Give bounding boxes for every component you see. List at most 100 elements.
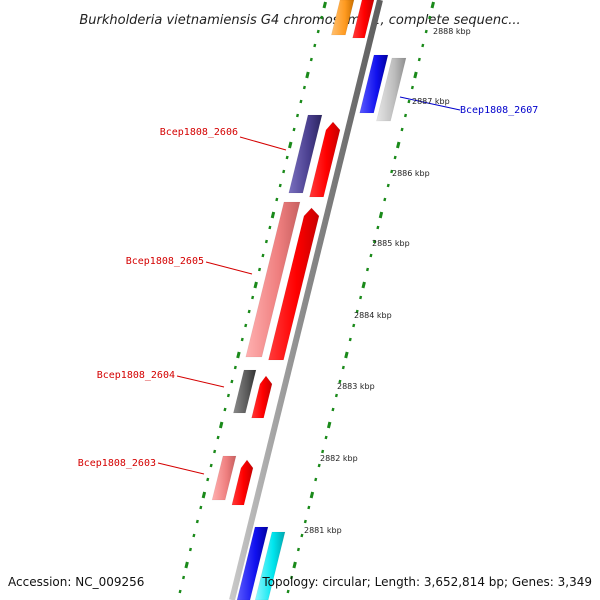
inner-ring-tick [322, 1, 327, 9]
inner-ring-tick [184, 561, 189, 569]
gene-blue-2607[interactable] [359, 54, 389, 114]
outer-ring-tick [355, 309, 359, 314]
inner-ring-tick [302, 85, 306, 90]
gene-label-2607[interactable]: Bcep1808_2607 [460, 105, 538, 116]
inner-ring-tick [195, 519, 199, 524]
gene-red-2604[interactable] [251, 375, 273, 419]
inner-ring-tick [253, 281, 258, 289]
gene-label-2605[interactable]: Bcep1808_2605 [126, 256, 204, 267]
leader-line-2603 [157, 462, 205, 475]
outer-ring-tick [317, 463, 321, 468]
outer-ring-tick [369, 253, 373, 258]
inner-ring-tick [178, 589, 182, 594]
gene-red-2605[interactable] [268, 207, 320, 361]
outer-ring-tick [403, 113, 408, 118]
leader-line-2606 [239, 136, 287, 151]
kbp-label-2886: 2886 kbp [392, 169, 430, 178]
kbp-label-2885: 2885 kbp [372, 239, 410, 248]
inner-ring-tick [199, 505, 203, 510]
leader-line-2605 [205, 261, 253, 275]
gene-features [211, 0, 407, 600]
outer-ring-tick [324, 435, 328, 440]
inner-ring-tick [270, 211, 276, 219]
outer-ring-tick [321, 449, 325, 454]
gene-red-top[interactable] [352, 0, 375, 39]
inner-ring-tick [233, 365, 237, 370]
outer-ring-tick [383, 197, 387, 202]
inner-ring-tick [288, 141, 293, 149]
inner-ring-tick [218, 421, 224, 429]
outer-ring-tick [396, 141, 401, 149]
outer-ring-tick [400, 127, 404, 132]
inner-ring-tick [282, 169, 286, 174]
gene-red-2606[interactable] [309, 121, 341, 198]
outer-ring-tick [393, 155, 397, 160]
inner-ring-tick [251, 295, 255, 300]
outer-ring-tick [307, 505, 311, 510]
inner-ring-tick [201, 491, 207, 499]
gene-orange-top[interactable] [331, 0, 355, 36]
inner-ring-tick [209, 463, 213, 468]
outer-ring-tick [344, 351, 349, 359]
outer-ring-tick [376, 225, 380, 230]
inner-ring-tick [264, 239, 268, 244]
inner-ring-tick [268, 225, 272, 230]
inner-ring-tick [278, 183, 282, 188]
inner-ring-tick [295, 113, 300, 118]
gene-label-2606[interactable]: Bcep1808_2606 [160, 127, 238, 138]
gene-label-2604[interactable]: Bcep1808_2604 [97, 370, 175, 381]
gene-label-2603[interactable]: Bcep1808_2603 [78, 458, 156, 469]
outer-ring-tick [348, 337, 352, 342]
inner-ring-tick [285, 155, 289, 160]
outer-ring-tick [300, 533, 304, 538]
outer-ring-tick [309, 491, 315, 499]
outer-ring-tick [390, 169, 394, 174]
leader-line-2604 [176, 375, 225, 388]
inner-tick-ring [178, 1, 327, 594]
kbp-label-2888: 2888 kbp [433, 27, 471, 36]
inner-ring-tick [299, 99, 303, 104]
outer-tick-ring [286, 1, 435, 594]
chromosome-backbone [229, 0, 383, 600]
kbp-label-2884: 2884 kbp [354, 311, 392, 320]
outer-ring-tick [290, 575, 294, 580]
sequence-stats: Topology: circular; Length: 3,652,814 bp… [261, 575, 592, 589]
gene-lgray-2607[interactable] [376, 57, 407, 122]
outer-ring-tick [421, 43, 425, 48]
outer-ring-tick [410, 85, 414, 90]
inner-ring-tick [206, 477, 210, 482]
inner-ring-tick [316, 29, 320, 34]
inner-ring-tick [320, 15, 324, 20]
kbp-label-2881: 2881 kbp [304, 526, 342, 535]
gene-navy-2606[interactable] [288, 114, 323, 194]
outer-ring-tick [331, 407, 335, 412]
outer-ring-tick [286, 589, 290, 594]
inner-ring-tick [213, 449, 217, 454]
outer-ring-tick [326, 421, 332, 429]
gene-red-2603[interactable] [231, 459, 254, 506]
kbp-label-2882: 2882 kbp [320, 454, 358, 463]
outer-ring-tick [303, 519, 307, 524]
outer-ring-tick [296, 547, 300, 552]
gene-cyan-bottom[interactable] [254, 531, 286, 600]
inner-ring-tick [305, 71, 310, 79]
gene-pink-2603[interactable] [211, 455, 237, 501]
inner-ring-tick [244, 323, 248, 328]
outer-ring-tick [341, 365, 345, 370]
outer-ring-tick [359, 295, 363, 300]
outer-ring-tick [292, 561, 297, 569]
outer-ring-tick [314, 477, 318, 482]
gene-blue-bottom[interactable] [236, 526, 269, 600]
outer-ring-tick [334, 393, 338, 398]
outer-ring-tick [428, 15, 432, 20]
inner-ring-tick [223, 407, 227, 412]
outer-ring-tick [372, 239, 376, 244]
label-leaders [157, 96, 461, 475]
outer-ring-tick [430, 1, 435, 9]
outer-ring-tick [407, 99, 411, 104]
inner-ring-tick [192, 533, 196, 538]
gene-dgray-2604[interactable] [233, 369, 257, 414]
inner-ring-tick [240, 337, 244, 342]
gene-pink-2605[interactable] [245, 201, 301, 358]
